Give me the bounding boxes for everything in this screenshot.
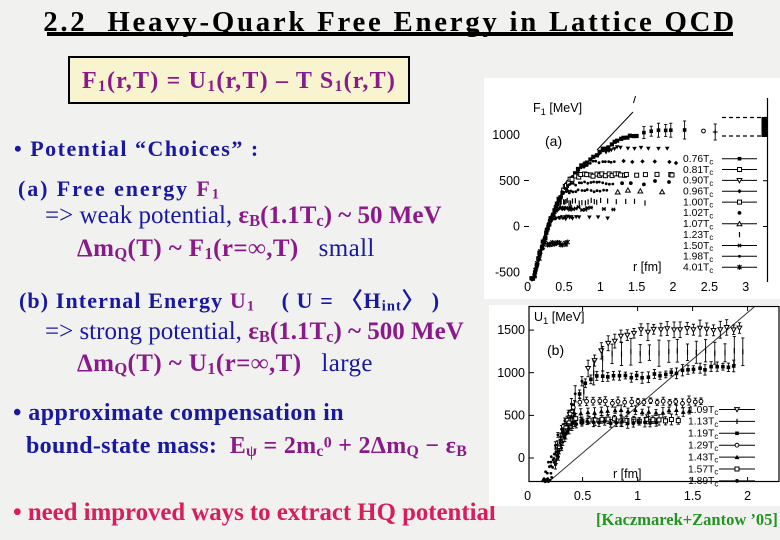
svg-text:0: 0 [518,451,525,465]
svg-text:F1 [MeV]: F1 [MeV] [533,101,582,118]
svg-text:0.81Tc: 0.81Tc [683,165,713,177]
svg-text:3: 3 [742,280,749,294]
svg-text:4.01Tc: 4.01Tc [683,263,713,275]
svg-text:1: 1 [597,280,604,294]
svg-text:0.5: 0.5 [555,280,572,294]
svg-text:1.02Tc: 1.02Tc [683,208,713,220]
svg-text:0.90Tc: 0.90Tc [683,176,713,188]
svg-text:1000: 1000 [497,366,525,380]
svg-text:0: 0 [524,280,531,294]
svg-text:1.98Tc: 1.98Tc [683,252,713,264]
svg-text:2: 2 [670,280,677,294]
svg-text:1.5: 1.5 [684,489,701,503]
svg-text:500: 500 [499,174,520,188]
svg-text:0: 0 [524,489,531,503]
svg-text:1.29Tc: 1.29Tc [688,441,718,453]
svg-text:1.00Tc: 1.00Tc [683,197,713,209]
svg-text:1.50Tc: 1.50Tc [683,241,713,253]
svg-text:r [fm]: r [fm] [633,260,661,274]
svg-text:2: 2 [744,489,751,503]
svg-text:1.5: 1.5 [628,280,645,294]
svg-text:0.96Tc: 0.96Tc [683,187,713,199]
svg-text:1.57Tc: 1.57Tc [688,464,718,476]
svg-text:1: 1 [634,489,641,503]
svg-text:1.19Tc: 1.19Tc [688,429,718,441]
svg-text:1.09Tc: 1.09Tc [688,405,718,417]
svg-text:U1 [MeV]: U1 [MeV] [534,310,584,327]
svg-text:r [fm]: r [fm] [613,467,641,481]
svg-text:500: 500 [504,409,525,423]
svg-text:0.76Tc: 0.76Tc [683,154,713,166]
svg-text:0: 0 [513,220,520,234]
svg-text:2.5: 2.5 [701,280,718,294]
svg-text:(a): (a) [545,133,562,149]
svg-text:1.07Tc: 1.07Tc [683,219,713,231]
svg-text:1.43Tc: 1.43Tc [688,452,718,464]
svg-text:0.5: 0.5 [574,489,591,503]
svg-text:1.89Tc: 1.89Tc [688,476,718,488]
svg-text:-500: -500 [495,266,520,280]
svg-text:1000: 1000 [492,128,520,142]
svg-text:1.23Tc: 1.23Tc [683,230,713,242]
svg-text:1500: 1500 [497,323,525,337]
svg-text:(b): (b) [547,342,564,358]
svg-text:1.13Tc: 1.13Tc [688,417,718,429]
